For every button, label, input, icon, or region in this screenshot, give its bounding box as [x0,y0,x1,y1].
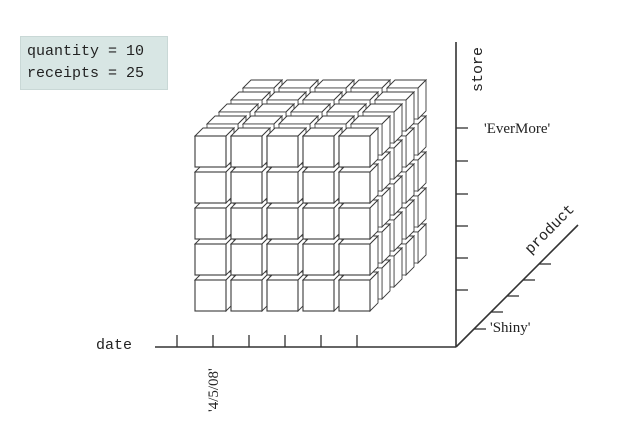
cube-cell [301,126,344,169]
cube-cell-front [194,135,227,168]
cube-cell [229,162,272,205]
cube-cell [301,270,344,313]
data-cube [193,78,428,313]
cube-cell [229,126,272,169]
cube-cell-front [230,207,263,240]
cube-cell-front [338,135,371,168]
axes [155,42,579,348]
cube-cell [301,162,344,205]
product-axis-ticks [474,263,551,330]
cube-cell [193,126,236,169]
cube-cell [301,234,344,277]
cube-cell [337,162,380,205]
cube-cell-front [302,171,335,204]
cube-cell [229,234,272,277]
cube-cell [229,270,272,313]
cube-cell-front [338,243,371,276]
cube-cell-front [230,243,263,276]
cube-cell-front [194,279,227,312]
cube-cell-front [266,207,299,240]
cube-cell-front [302,279,335,312]
cube-cell [193,270,236,313]
cube-cell-front [266,243,299,276]
cube-cell-front [266,171,299,204]
cube-cell-front [338,207,371,240]
product-axis [455,224,579,348]
cube-cell-front [302,135,335,168]
store-value-label: 'EverMore' [484,121,551,137]
cube-cell [193,234,236,277]
cube-cell [337,126,380,169]
cube-cell-front [194,243,227,276]
quantity-measure: quantity = 10 [27,43,145,60]
date-axis-ticks [176,335,358,347]
cube-cell-front [230,171,263,204]
cube-cell [193,162,236,205]
measures-legend: quantity = 10 receipts = 25 [20,36,168,90]
cube-cell [265,162,308,205]
cube-cell [265,198,308,241]
cube-cell-front [230,279,263,312]
store-axis-ticks [456,127,468,291]
cube-cell-front [338,171,371,204]
date-axis-label: date [96,337,133,354]
cube-cell [265,126,308,169]
cube-cell-front [194,207,227,240]
cube-cell [265,234,308,277]
cube-cell-front [302,207,335,240]
cube-cell [265,270,308,313]
cube-cell-front [338,279,371,312]
cube-cell-front [302,243,335,276]
cube-cell [337,198,380,241]
receipts-measure: receipts = 25 [27,65,145,82]
cube-cell [301,198,344,241]
cube-cell-front [194,171,227,204]
cube-cell [229,198,272,241]
date-value-label: '4/5/08' [206,368,222,412]
store-axis-label: store [470,46,487,92]
cube-cell [193,198,236,241]
cube-cell-front [230,135,263,168]
cube-cell [337,270,380,313]
cube-cell-front [266,135,299,168]
cube-cell [337,234,380,277]
cube-cell-front [266,279,299,312]
product-value-label: 'Shiny' [490,320,531,336]
